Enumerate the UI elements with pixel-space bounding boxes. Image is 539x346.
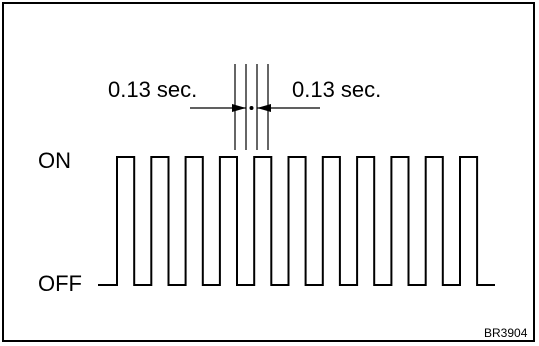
diagram-frame xyxy=(2,2,535,342)
right-arrowhead xyxy=(257,104,271,112)
center-dot xyxy=(249,106,254,110)
left-arrowhead xyxy=(232,104,246,112)
off-level-label: OFF xyxy=(38,271,82,296)
square-wave-signal xyxy=(98,156,495,286)
on-level-label: ON xyxy=(38,148,71,173)
dimension-arrows xyxy=(232,104,271,112)
figure-code: BR3904 xyxy=(484,326,528,340)
left-interval-label: 0.13 sec. xyxy=(108,77,198,102)
right-interval-label: 0.13 sec. xyxy=(292,77,382,102)
